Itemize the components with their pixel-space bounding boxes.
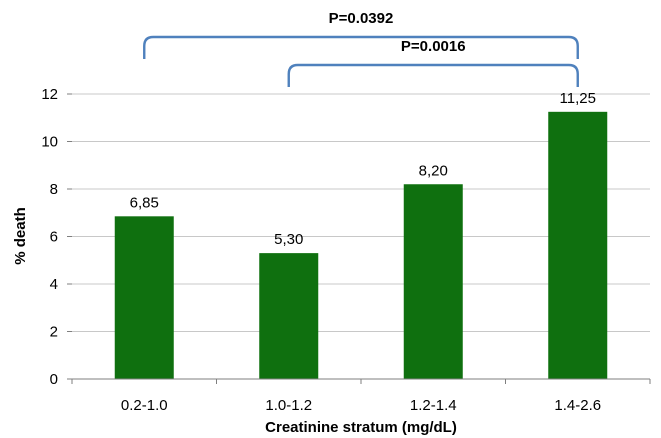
p-value-label: P=0.0392: [329, 10, 394, 27]
x-tick-label: 1.0-1.2: [265, 397, 312, 414]
y-tick-label: 4: [50, 276, 58, 293]
bar: [114, 216, 174, 379]
data-label: 8,20: [419, 162, 448, 179]
axes: [67, 93, 651, 384]
y-tick-label: 6: [50, 229, 58, 246]
y-tick-label: 10: [41, 134, 58, 151]
data-label: 5,30: [274, 231, 303, 248]
data-label: 11,25: [560, 90, 596, 107]
significance-bracket: [287, 63, 579, 87]
bar: [548, 111, 608, 379]
significance-brackets: P=0.0392 P=0.0016: [143, 10, 579, 87]
x-tick-labels: 0.2-1.0 1.0-1.2 1.2-1.4 1.4-2.6: [121, 397, 601, 414]
y-tick-label: 8: [50, 181, 58, 198]
bar: [259, 253, 319, 379]
significance-bracket: [143, 35, 579, 59]
y-axis-title: % death: [12, 207, 29, 265]
p-value-label: P=0.0016: [401, 38, 466, 55]
bars: [114, 111, 608, 379]
y-tick-label: 2: [50, 324, 58, 341]
x-tick-label: 0.2-1.0: [121, 397, 168, 414]
x-axis-title: Creatinine stratum (mg/dL): [265, 419, 457, 436]
y-tick-label: 0: [50, 371, 58, 388]
x-tick-label: 1.2-1.4: [410, 397, 457, 414]
data-label: 6,85: [130, 194, 159, 211]
bar: [403, 184, 463, 379]
data-labels: 6,85 5,30 8,20 11,25: [130, 90, 596, 248]
x-tick-label: 1.4-2.6: [554, 397, 601, 414]
y-tick-labels: 0 2 4 6 8 10 12: [41, 86, 58, 388]
y-tick-label: 12: [41, 86, 58, 103]
